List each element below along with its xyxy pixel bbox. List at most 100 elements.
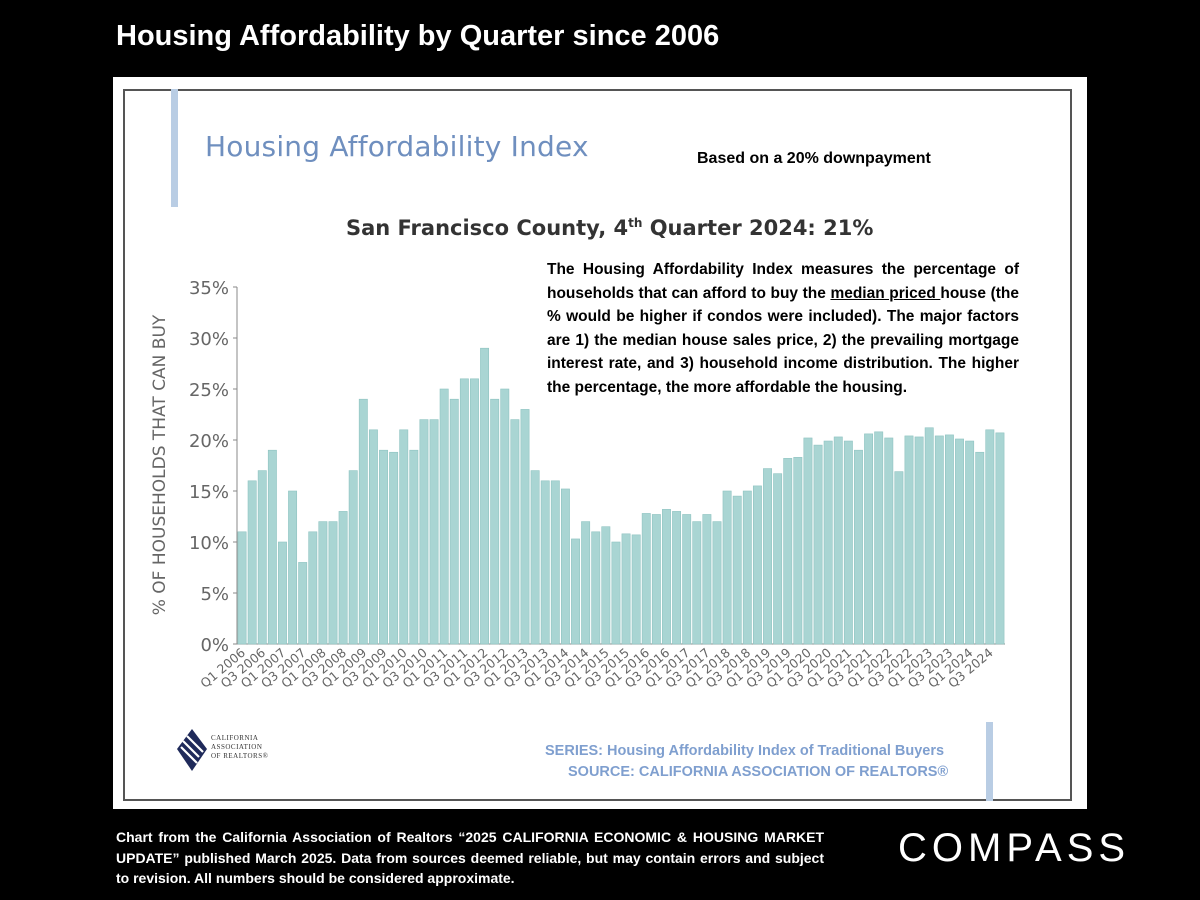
bar <box>560 488 570 645</box>
bar <box>409 449 419 645</box>
bar <box>854 449 863 645</box>
index-title: Housing Affordability Index <box>205 130 589 163</box>
bar <box>773 473 783 645</box>
bar <box>712 521 722 645</box>
source-line: SOURCE: CALIFORNIA ASSOCIATION OF REALTO… <box>568 764 949 780</box>
car-logo-line: ASSOCIATION <box>211 743 263 751</box>
bar <box>823 440 833 645</box>
bar <box>793 457 803 645</box>
car-logo-icon <box>177 729 207 771</box>
title-accent-bar <box>171 89 178 207</box>
bar <box>692 521 702 645</box>
bar <box>540 480 550 645</box>
y-tick-label: 10% <box>189 533 229 554</box>
bar <box>904 435 914 645</box>
bar <box>480 347 490 645</box>
bar <box>571 538 580 645</box>
y-tick-label: 5% <box>200 584 229 605</box>
y-tick-label: 20% <box>189 431 229 452</box>
y-tick-label: 15% <box>189 482 229 503</box>
bar <box>247 480 257 645</box>
bar <box>874 431 884 645</box>
slide-title: Housing Affordability by Quarter since 2… <box>116 20 720 52</box>
bar <box>965 440 975 645</box>
description-text-1: The Housing Affordability Index measures… <box>547 261 1019 302</box>
headline-suffix: Quarter 2024: 21% <box>642 216 874 240</box>
bar <box>843 440 853 645</box>
y-tick-label: 30% <box>189 329 229 350</box>
chart-frame <box>123 89 1072 801</box>
bar <box>944 434 954 645</box>
bar <box>470 378 479 645</box>
bar <box>672 511 682 645</box>
bar <box>763 468 772 645</box>
y-axis-title: % OF HOUSEHOLDS THAT CAN BUY <box>150 314 170 615</box>
bar <box>752 485 762 645</box>
bar <box>298 562 308 645</box>
bar <box>459 378 469 645</box>
chart-panel: Housing Affordability Index Based on a 2… <box>113 77 1087 809</box>
y-tick-label: 0% <box>200 635 229 656</box>
bar <box>278 541 287 645</box>
index-description: The Housing Affordability Index measures… <box>547 258 1019 400</box>
footnote: Chart from the California Association of… <box>116 829 824 886</box>
bar <box>732 495 742 645</box>
bar <box>257 470 267 645</box>
y-tick-label: 25% <box>189 380 229 401</box>
bar <box>813 444 823 645</box>
car-logo-text: CALIFORNIA ASSOCIATION OF REALTORS® <box>211 734 268 761</box>
bar <box>308 531 318 645</box>
compass-logo: COMPASS <box>898 826 1131 870</box>
bar <box>581 521 591 645</box>
bar <box>995 432 1005 645</box>
downpayment-note: Based on a 20% downpayment <box>697 150 931 167</box>
description-underlined: median priced <box>830 284 941 302</box>
bar <box>934 435 944 645</box>
bar <box>924 427 934 645</box>
headline-prefix: San Francisco County, 4 <box>346 216 629 240</box>
bar <box>348 470 358 645</box>
bar <box>783 458 793 645</box>
bar <box>631 534 641 645</box>
series-line: SERIES: Housing Affordability Index of T… <box>545 743 945 759</box>
bar <box>267 449 277 645</box>
bar <box>338 511 348 645</box>
bar <box>662 509 671 645</box>
bar <box>368 429 378 645</box>
bar <box>914 436 924 645</box>
source-accent-bar <box>986 722 993 801</box>
bar <box>328 521 338 645</box>
bar <box>379 449 388 645</box>
bar <box>520 409 530 645</box>
bar <box>955 438 964 645</box>
bar <box>611 541 621 645</box>
description-text-2: house (the % would be higher if condos w… <box>547 284 1019 396</box>
bar <box>651 514 661 645</box>
bar <box>510 419 520 645</box>
bar <box>399 429 409 645</box>
car-logo-line: CALIFORNIA <box>211 734 259 742</box>
y-tick-label: 35% <box>189 278 229 299</box>
bar <box>530 470 540 645</box>
bar <box>742 490 752 645</box>
bar <box>975 451 985 645</box>
chart-headline: San Francisco County, 4th Quarter 2024: … <box>346 216 873 240</box>
bar <box>318 521 328 645</box>
bar <box>833 436 843 645</box>
bar <box>439 388 449 645</box>
bar <box>591 531 601 645</box>
bar <box>682 514 692 645</box>
bar <box>490 398 500 645</box>
bar <box>803 437 813 645</box>
bar <box>641 513 651 645</box>
bar <box>419 419 429 645</box>
bar <box>449 398 459 645</box>
bar <box>864 433 874 645</box>
bar <box>237 531 247 645</box>
headline-sup: th <box>628 216 643 230</box>
bar <box>985 429 995 645</box>
bar <box>500 388 510 645</box>
affordability-bar-chart: 0% 5% 10% 15% 20% 25% 30% 35% % OF HOUSEHOLDS TH… <box>150 278 1005 691</box>
bar <box>389 451 399 645</box>
bar <box>601 526 611 645</box>
